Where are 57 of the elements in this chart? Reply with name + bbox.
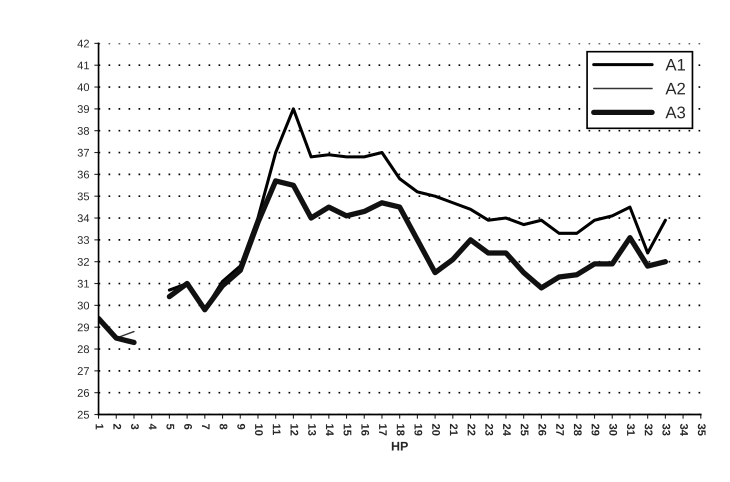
y-tick-label: 31 — [78, 280, 89, 288]
x-tick-label: 14 — [326, 424, 334, 436]
x-tick-label: 19 — [414, 424, 422, 436]
x-tick-label: 24 — [503, 424, 511, 436]
x-tick-label: 34 — [680, 424, 688, 436]
x-tick-label: 22 — [468, 424, 476, 436]
x-tick-label: 10 — [254, 424, 263, 436]
x-axis-title: HP — [392, 442, 408, 451]
x-tick-label: 30 — [609, 424, 618, 436]
y-tick-label: 29 — [78, 323, 89, 332]
y-tick-label: 34 — [78, 214, 90, 222]
y-tick-label: 25 — [78, 410, 90, 419]
y-tick-label: 41 — [77, 62, 89, 70]
x-tick-label: 12 — [290, 424, 298, 436]
x-tick-label: 9 — [237, 424, 246, 430]
x-tick-label: 23 — [485, 424, 494, 436]
x-tick-label: 18 — [396, 424, 405, 436]
x-tick-label: 21 — [450, 424, 458, 436]
y-tick-label: 33 — [78, 236, 90, 244]
y-tick-label: 32 — [78, 258, 89, 266]
legend-label: A3 — [665, 106, 686, 118]
x-tick-label: 27 — [556, 424, 564, 436]
x-tick-label: 11 — [272, 424, 280, 435]
y-tick-label: 40 — [77, 83, 90, 92]
y-tick-label: 38 — [78, 126, 90, 135]
x-tick-label: 26 — [538, 424, 546, 436]
y-tick-label: 28 — [78, 345, 90, 354]
x-tick-label: 2 — [113, 424, 122, 430]
x-tick-label: 4 — [148, 424, 156, 430]
y-tick-label: 35 — [78, 192, 90, 200]
x-tick-label: 7 — [202, 424, 210, 430]
x-tick-label: 15 — [344, 424, 352, 436]
x-tick-label: 33 — [662, 424, 670, 436]
x-tick-label: 13 — [308, 424, 316, 436]
legend-label: A2 — [665, 82, 685, 94]
x-tick-label: 6 — [184, 424, 192, 430]
x-tick-label: 35 — [698, 424, 706, 436]
x-tick-label: 28 — [574, 424, 582, 436]
x-tick-label: 20 — [432, 424, 440, 436]
x-tick-label: 5 — [166, 424, 174, 430]
y-tick-label: 36 — [78, 170, 90, 179]
legend-label: A1 — [665, 58, 685, 70]
x-tick-label: 3 — [130, 424, 139, 430]
y-tick-label: 39 — [78, 105, 89, 114]
x-tick-label: 29 — [592, 424, 600, 436]
x-tick-label: 16 — [361, 424, 370, 436]
y-tick-label: 26 — [78, 388, 90, 397]
x-tick-label: 8 — [220, 424, 228, 430]
x-tick-label: 1 — [96, 424, 104, 430]
y-tick-label: 30 — [78, 302, 90, 310]
x-tick-label: 17 — [379, 424, 387, 436]
x-tick-label: 31 — [626, 424, 635, 436]
x-tick-label: 32 — [644, 424, 653, 436]
y-tick-label: 27 — [78, 367, 89, 375]
x-tick-label: 25 — [520, 424, 529, 436]
y-tick-label: 42 — [77, 40, 89, 48]
y-tick-label: 37 — [78, 148, 89, 157]
